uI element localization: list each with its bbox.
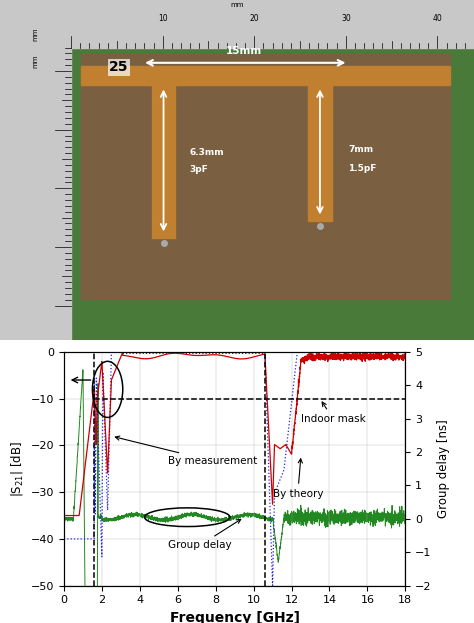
Text: 15mm: 15mm bbox=[226, 46, 262, 56]
Text: mm: mm bbox=[33, 27, 38, 40]
Text: mm: mm bbox=[33, 54, 38, 68]
Text: 1.5pF: 1.5pF bbox=[348, 164, 377, 173]
Text: 7mm: 7mm bbox=[348, 145, 374, 154]
Bar bbox=[152, 83, 175, 237]
X-axis label: Frequency [GHz]: Frequency [GHz] bbox=[170, 611, 300, 623]
Y-axis label: Group delay [ns]: Group delay [ns] bbox=[437, 419, 450, 518]
Bar bbox=[0, 0, 474, 47]
Text: 20: 20 bbox=[249, 14, 259, 23]
Bar bbox=[81, 54, 450, 299]
Bar bbox=[308, 83, 332, 221]
Bar bbox=[81, 66, 450, 85]
Y-axis label: |S$_{21}$| [dB]: |S$_{21}$| [dB] bbox=[9, 441, 25, 497]
Text: 6.3mm: 6.3mm bbox=[190, 148, 224, 157]
Text: Group delay: Group delay bbox=[168, 520, 241, 550]
Text: 30: 30 bbox=[341, 14, 351, 23]
Text: By measurement: By measurement bbox=[115, 436, 257, 466]
Bar bbox=[0, 0, 71, 340]
Text: 3pF: 3pF bbox=[190, 165, 209, 174]
Text: 10: 10 bbox=[158, 14, 167, 23]
Text: 40: 40 bbox=[432, 14, 442, 23]
Text: Indoor mask: Indoor mask bbox=[301, 402, 366, 424]
Text: 25: 25 bbox=[109, 60, 128, 74]
Text: By theory: By theory bbox=[273, 459, 323, 499]
Text: mm: mm bbox=[230, 2, 244, 8]
